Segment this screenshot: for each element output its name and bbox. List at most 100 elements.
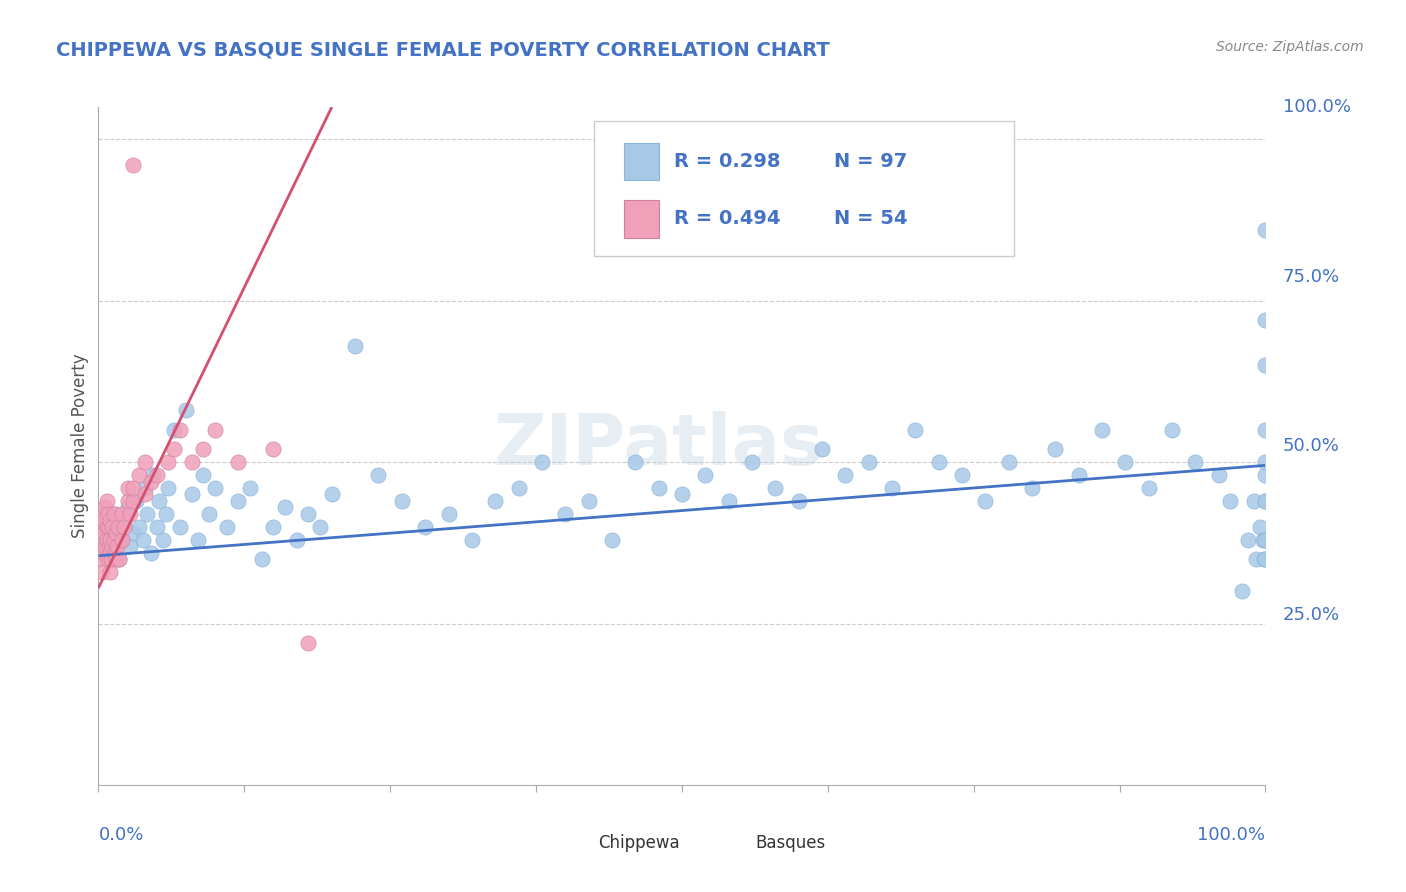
Text: N = 54: N = 54	[834, 210, 907, 228]
Point	[132, 533, 155, 547]
Point	[97, 552, 120, 566]
Point	[136, 507, 159, 521]
Point	[1254, 359, 1277, 373]
Point	[1254, 494, 1277, 508]
Point	[128, 468, 150, 483]
Point	[1254, 313, 1277, 327]
Text: Basques: Basques	[755, 834, 825, 852]
Point	[139, 475, 162, 489]
Point	[413, 519, 436, 533]
Point	[117, 494, 139, 508]
Point	[741, 455, 763, 469]
Point	[1254, 533, 1277, 547]
Point	[93, 545, 115, 559]
Point	[90, 552, 112, 566]
Point	[1254, 552, 1277, 566]
Point	[134, 487, 156, 501]
Text: R = 0.298: R = 0.298	[673, 152, 780, 170]
Point	[530, 455, 553, 469]
Point	[91, 519, 114, 533]
Point	[104, 545, 127, 559]
Point	[1184, 455, 1206, 469]
Text: R = 0.494: R = 0.494	[673, 210, 780, 228]
Point	[111, 533, 134, 547]
Point	[142, 468, 165, 483]
Point	[250, 552, 273, 566]
Point	[148, 494, 170, 508]
Y-axis label: Single Female Poverty: Single Female Poverty	[72, 354, 90, 538]
Point	[104, 526, 127, 541]
Point	[1045, 442, 1067, 457]
Point	[112, 513, 135, 527]
Point	[96, 533, 118, 547]
Point	[97, 507, 120, 521]
Point	[100, 552, 122, 566]
Point	[98, 545, 121, 559]
Point	[198, 507, 221, 521]
Point	[139, 545, 162, 559]
Point	[122, 481, 145, 495]
Point	[1249, 519, 1271, 533]
Point	[834, 468, 856, 483]
Point	[157, 455, 180, 469]
FancyBboxPatch shape	[565, 838, 591, 858]
Point	[117, 481, 139, 495]
Point	[163, 442, 186, 457]
Point	[974, 494, 997, 508]
Point	[461, 533, 484, 547]
Point	[97, 519, 120, 533]
Point	[285, 533, 308, 547]
Point	[118, 539, 141, 553]
Point	[1208, 468, 1230, 483]
Point	[89, 533, 111, 547]
Point	[215, 519, 238, 533]
Point	[174, 403, 197, 417]
Point	[274, 500, 297, 515]
Point	[1219, 494, 1241, 508]
Point	[950, 468, 973, 483]
Point	[163, 423, 186, 437]
Point	[134, 455, 156, 469]
Point	[1244, 552, 1267, 566]
Point	[1067, 468, 1090, 483]
Point	[101, 519, 124, 533]
Point	[554, 507, 576, 521]
Point	[104, 552, 127, 566]
FancyBboxPatch shape	[723, 838, 748, 858]
Point	[671, 487, 693, 501]
Point	[134, 481, 156, 495]
Point	[169, 519, 191, 533]
Point	[578, 494, 600, 508]
Point	[1254, 533, 1277, 547]
Point	[321, 487, 343, 501]
Point	[157, 481, 180, 495]
Point	[262, 519, 284, 533]
Point	[94, 500, 117, 515]
Point	[239, 481, 262, 495]
Point	[112, 519, 135, 533]
Point	[1137, 481, 1160, 495]
Point	[1254, 468, 1277, 483]
Point	[204, 481, 226, 495]
Text: 25.0%: 25.0%	[1282, 607, 1340, 624]
Point	[787, 494, 810, 508]
Point	[180, 487, 202, 501]
Point	[96, 519, 118, 533]
Text: 100.0%: 100.0%	[1282, 98, 1351, 116]
Point	[108, 552, 131, 566]
Point	[93, 513, 115, 527]
Text: Source: ZipAtlas.com: Source: ZipAtlas.com	[1216, 40, 1364, 54]
Point	[187, 533, 209, 547]
Text: N = 97: N = 97	[834, 152, 907, 170]
Text: CHIPPEWA VS BASQUE SINGLE FEMALE POVERTY CORRELATION CHART: CHIPPEWA VS BASQUE SINGLE FEMALE POVERTY…	[56, 40, 830, 59]
Point	[309, 519, 332, 533]
Point	[997, 455, 1019, 469]
FancyBboxPatch shape	[624, 143, 658, 180]
Point	[122, 526, 145, 541]
Point	[647, 481, 669, 495]
Point	[111, 507, 134, 521]
Point	[228, 494, 250, 508]
Point	[1237, 533, 1260, 547]
Point	[624, 455, 647, 469]
Point	[1021, 481, 1043, 495]
